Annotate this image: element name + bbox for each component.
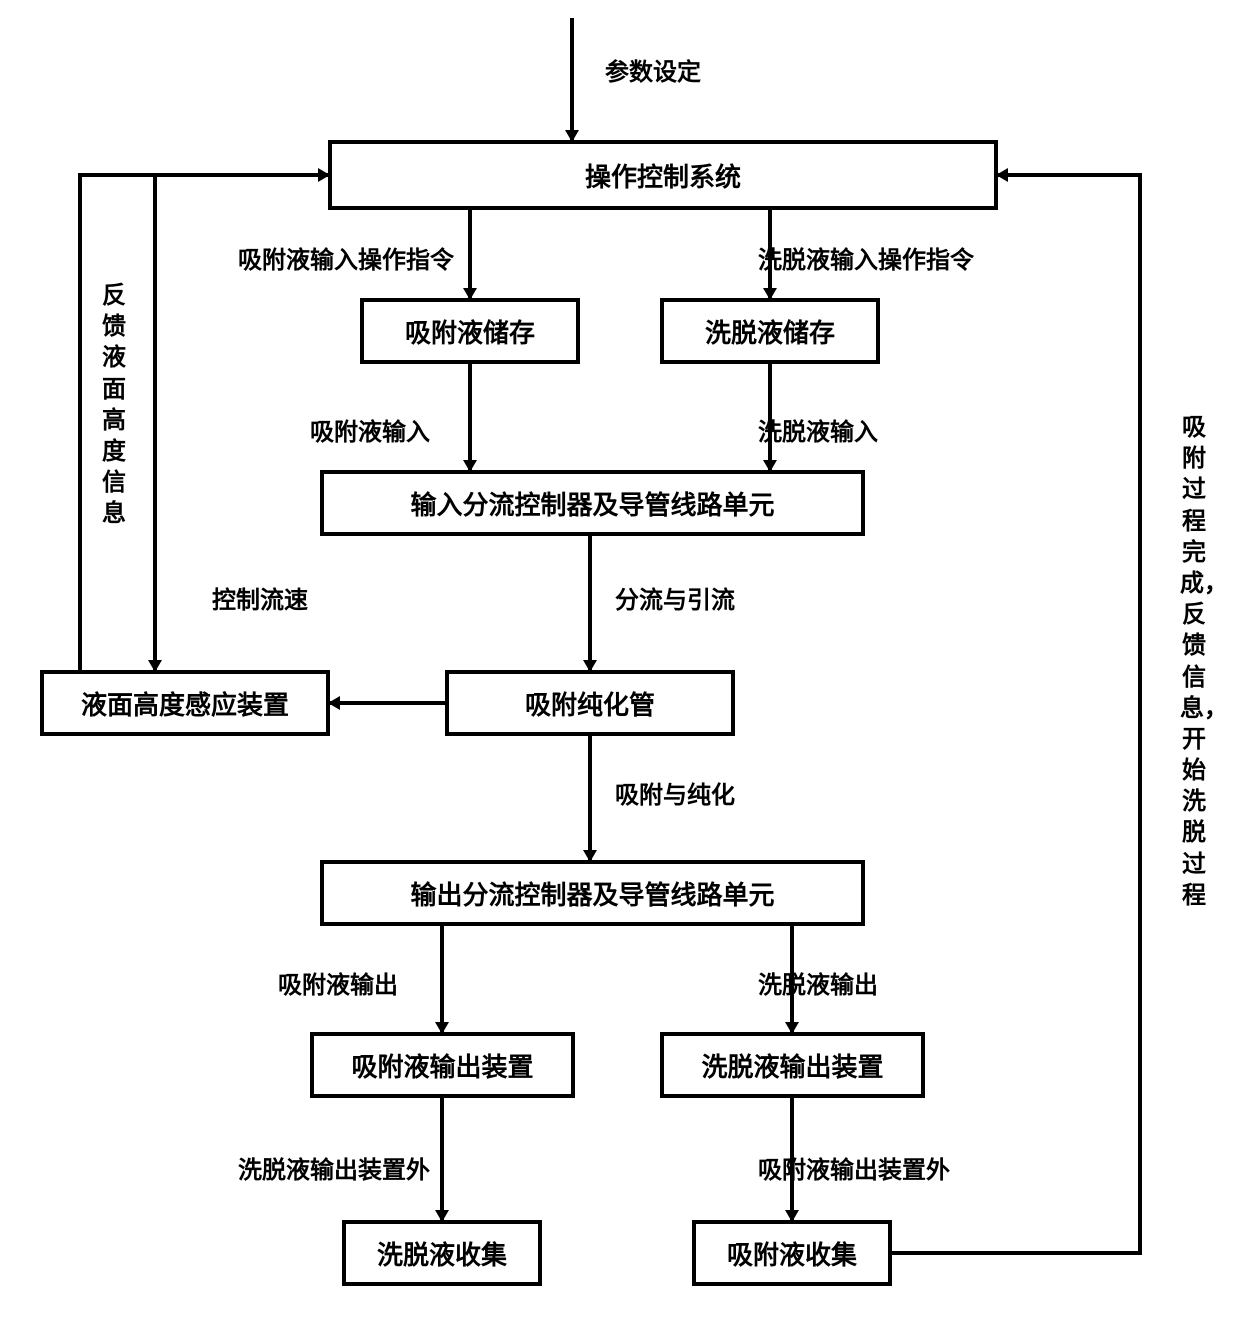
node-output_split: 输出分流控制器及导管线路单元 [320, 860, 865, 926]
label-ctrl_flow: 控制流速 [212, 580, 308, 615]
label-adsorb_purify: 吸附与纯化 [615, 775, 735, 810]
node-eluent_out: 洗脱液输出装置 [660, 1032, 925, 1098]
label-adsorb_output: 吸附液输出 [278, 965, 398, 1000]
node-purify: 吸附纯化管 [445, 670, 735, 736]
node-level_sense: 液面高度感应装置 [40, 670, 330, 736]
label-adsorb_in: 吸附液输入 [310, 412, 430, 447]
node-eluent_store: 洗脱液储存 [660, 298, 880, 364]
label-eluent_out_ext: 洗脱液输出装置外 [238, 1150, 430, 1185]
label-adsorb_out_ext: 吸附液输出装置外 [758, 1150, 950, 1185]
label-eluent_cmd: 洗脱液输入操作指令 [758, 240, 974, 275]
label-eluent_in: 洗脱液输入 [758, 412, 878, 447]
node-control: 操作控制系统 [328, 140, 998, 210]
node-adsorb_store: 吸附液储存 [360, 298, 580, 364]
a-right-loop [892, 175, 1140, 1253]
label-eluent_output: 洗脱液输出 [758, 965, 878, 1000]
node-input_split: 输入分流控制器及导管线路单元 [320, 470, 865, 536]
node-eluent_col: 洗脱液收集 [342, 1220, 542, 1286]
label-adsorb_cmd: 吸附液输入操作指令 [238, 240, 454, 275]
label-split_drain: 分流与引流 [615, 580, 735, 615]
vlabel-feedback_level: 反馈液面高度信息 [100, 280, 128, 530]
label-param_set: 参数设定 [605, 52, 701, 87]
vlabel-right_feedback: 吸附过程完成，反馈信息，开始洗脱过程 [1180, 412, 1208, 911]
flowchart-canvas: 操作控制系统吸附液储存洗脱液储存输入分流控制器及导管线路单元液面高度感应装置吸附… [0, 0, 1240, 1338]
node-adsorb_col: 吸附液收集 [692, 1220, 892, 1286]
node-adsorb_out: 吸附液输出装置 [310, 1032, 575, 1098]
